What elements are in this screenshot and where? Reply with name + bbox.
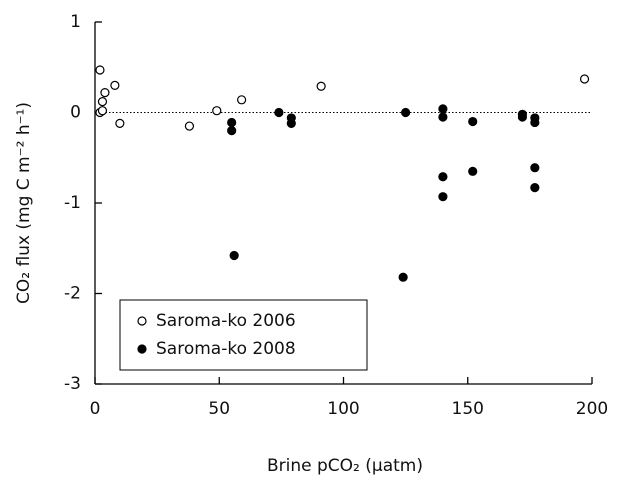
- y-tick-label: 1: [70, 12, 81, 32]
- point: [229, 250, 239, 261]
- x-tick-label: 150: [452, 399, 484, 419]
- y-tick-label: -1: [64, 193, 81, 213]
- legend-marker: [137, 344, 147, 354]
- legend-marker: [137, 316, 147, 326]
- x-tick-label: 100: [327, 399, 359, 419]
- x-tick-label: 200: [576, 399, 608, 419]
- y-tick-label: 0: [70, 103, 81, 123]
- point: [110, 80, 120, 90]
- y-axis-label: CO₂ flux (mg C m⁻² h⁻¹): [14, 102, 34, 304]
- point: [316, 81, 326, 91]
- point: [100, 87, 110, 98]
- point: [286, 118, 296, 128]
- point: [530, 163, 540, 173]
- y-tick-label: -3: [64, 374, 81, 394]
- point: [274, 107, 284, 118]
- y-tick-label: -2: [64, 284, 81, 304]
- point: [438, 192, 448, 202]
- point: [97, 97, 108, 107]
- point: [97, 106, 108, 116]
- point: [227, 117, 237, 128]
- point: [438, 172, 448, 182]
- legend-label: Saroma-ko 2008: [156, 339, 296, 359]
- point: [468, 116, 478, 127]
- legend-box: [119, 299, 368, 371]
- legend-label: Saroma-ko 2006: [156, 311, 296, 331]
- point: [517, 112, 528, 122]
- point: [401, 107, 411, 118]
- point: [438, 104, 448, 114]
- point: [227, 126, 237, 136]
- point: [438, 112, 448, 122]
- point: [468, 166, 478, 176]
- x-tick-label: 0: [90, 399, 101, 419]
- point: [212, 106, 222, 116]
- x-tick-label: 50: [208, 399, 230, 419]
- point: [530, 117, 540, 128]
- x-axis-label: Brine pCO₂ (µatm): [267, 456, 423, 476]
- point: [398, 272, 408, 282]
- point: [530, 183, 540, 193]
- point: [115, 118, 125, 128]
- point: [95, 65, 105, 75]
- point: [579, 74, 590, 84]
- point: [184, 121, 195, 131]
- point: [237, 95, 247, 105]
